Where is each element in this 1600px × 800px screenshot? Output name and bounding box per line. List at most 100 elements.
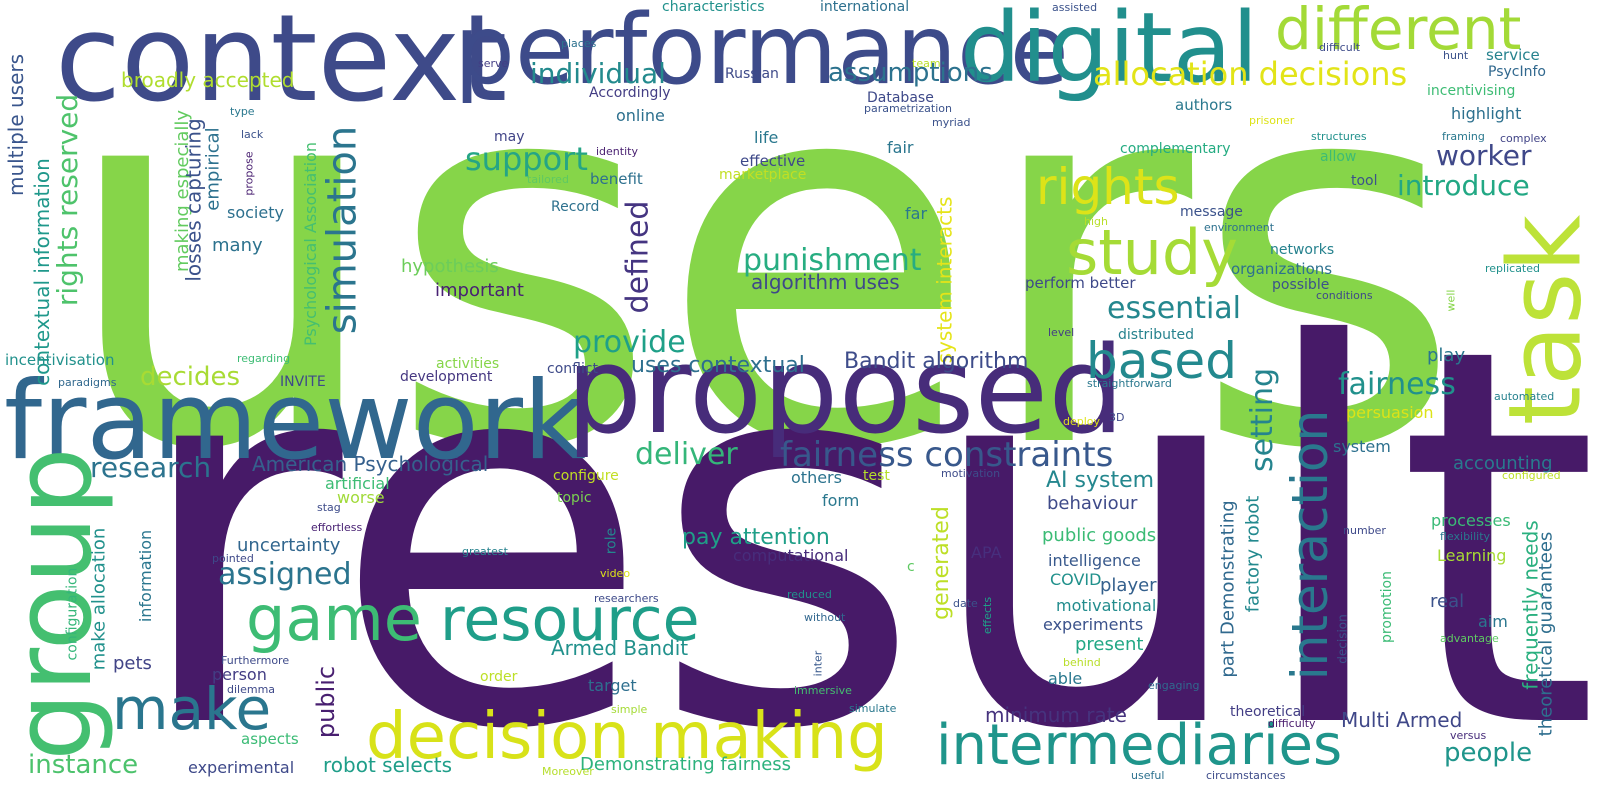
word-level: level: [1048, 326, 1075, 339]
word-assigned: assigned: [218, 557, 352, 592]
word-rights: rights: [1036, 158, 1180, 216]
word-replicated: replicated: [1485, 262, 1540, 275]
word-motivational: motivational: [1056, 596, 1157, 615]
word-straightforward: straightforward: [1087, 377, 1172, 390]
word-perform-better: perform better: [1025, 274, 1136, 292]
word-accordingly: Accordingly: [589, 85, 671, 101]
word-advantage: advantage: [1440, 632, 1499, 645]
word-3d: 3D: [1109, 411, 1125, 424]
word-marketplace: marketplace: [719, 167, 807, 183]
word-assumptions: assumptions: [828, 58, 993, 88]
word-identity: identity: [596, 145, 638, 158]
word-psycinfo: PsycInfo: [1488, 64, 1546, 80]
word-development: development: [400, 369, 493, 385]
word-role: role: [603, 527, 620, 555]
word-broadly-accepted: broadly accepted: [121, 68, 295, 92]
word-proposed: proposed: [566, 322, 1125, 461]
word-theoretical: theoretical: [1230, 704, 1306, 720]
word-distributed: distributed: [1118, 327, 1194, 343]
word-decides: decides: [140, 362, 241, 392]
word-multiple-users: multiple users: [4, 53, 29, 197]
word-service: service: [1486, 46, 1540, 64]
word-myriad: myriad: [932, 116, 971, 129]
word-essential: essential: [1107, 291, 1242, 326]
word-organizations: organizations: [1231, 260, 1333, 278]
word-circumstances: circumstances: [1206, 769, 1286, 782]
word-persuasion: persuasion: [1346, 403, 1434, 422]
word-computational: computational: [733, 546, 849, 565]
word-apa: APA: [971, 543, 1002, 562]
word-rights-reserved: rights reserved: [51, 93, 85, 307]
word-moreover: Moreover: [542, 765, 594, 778]
word-tailored: tailored: [527, 173, 569, 186]
word-individual: individual: [530, 57, 666, 90]
word-pets: pets: [113, 653, 152, 674]
word-inter: inter: [811, 650, 825, 677]
word-intelligence: intelligence: [1048, 551, 1141, 570]
word-assisted: assisted: [1052, 1, 1098, 14]
word-video: video: [600, 567, 631, 580]
word-information: information: [136, 529, 156, 623]
word-decision-making: decision making: [366, 700, 888, 774]
word-engaging: engaging: [1148, 679, 1200, 692]
word-accounting: accounting: [1453, 453, 1553, 474]
word-complementary: complementary: [1120, 141, 1231, 157]
word-promotion: promotion: [1378, 571, 1395, 643]
word-highlight: highlight: [1451, 104, 1522, 123]
word-configured: configured: [1502, 469, 1561, 482]
word-experiments: experiments: [1043, 615, 1144, 634]
word-multi-armed: Multi Armed: [1341, 708, 1463, 732]
word-date: date: [953, 597, 978, 610]
word-american-psychological: American Psychological: [252, 452, 489, 476]
word-dilemma: dilemma: [227, 683, 276, 696]
word-hunt: hunt: [1443, 49, 1469, 62]
word-lack: lack: [241, 128, 264, 141]
word-furthermore: Furthermore: [221, 654, 290, 667]
word-users: users: [58, 0, 1464, 563]
word-flexibility: flexibility: [1440, 530, 1491, 543]
word-simple: simple: [611, 703, 648, 716]
word-difficulty: difficulty: [1268, 717, 1316, 730]
word-conditions: conditions: [1316, 289, 1373, 302]
word-deliver: deliver: [635, 437, 738, 472]
word-life: life: [754, 128, 779, 147]
word-game: game: [246, 582, 422, 655]
word-based: based: [1086, 332, 1237, 390]
word-society: society: [227, 203, 284, 222]
word-pointed: pointed: [212, 552, 254, 565]
word-stag: stag: [317, 501, 341, 514]
word-artificial: artificial: [325, 474, 390, 493]
word-immersive: immersive: [794, 684, 852, 697]
word-simulate: simulate: [849, 702, 897, 715]
word-places: places: [561, 37, 597, 50]
word-activities: activities: [436, 356, 500, 372]
word-armed-bandit: Armed Bandit: [551, 636, 689, 660]
word-able: able: [1048, 669, 1083, 688]
word-present: present: [1075, 634, 1144, 655]
word-public: public: [312, 665, 341, 739]
word-form: form: [822, 491, 860, 510]
word-aim: aim: [1478, 612, 1508, 631]
word-useful: useful: [1131, 769, 1165, 782]
word-decision: decision: [1335, 614, 1350, 664]
word-far: far: [905, 204, 928, 223]
word-effective: effective: [740, 152, 806, 170]
word-serve: serve: [478, 57, 509, 70]
word-real: real: [1430, 591, 1465, 612]
word-make: make: [112, 675, 272, 743]
word-public-goods: public goods: [1042, 525, 1157, 546]
word-incentivising: incentivising: [1427, 83, 1516, 99]
word-well: well: [1444, 289, 1458, 312]
word-worker: worker: [1436, 139, 1532, 172]
word-high: high: [1084, 215, 1108, 228]
word-intermediaries: intermediaries: [936, 713, 1343, 778]
word-person: person: [212, 665, 267, 684]
word-greatest: greatest: [462, 545, 508, 558]
word-provide: provide: [573, 325, 686, 360]
word-player: player: [1100, 575, 1157, 596]
word-introduce: introduce: [1397, 169, 1530, 202]
word-research: research: [90, 451, 212, 484]
word-difficult: difficult: [1319, 41, 1361, 54]
word-make-allocation: make allocation: [88, 527, 110, 671]
word-result: result: [128, 237, 1600, 800]
